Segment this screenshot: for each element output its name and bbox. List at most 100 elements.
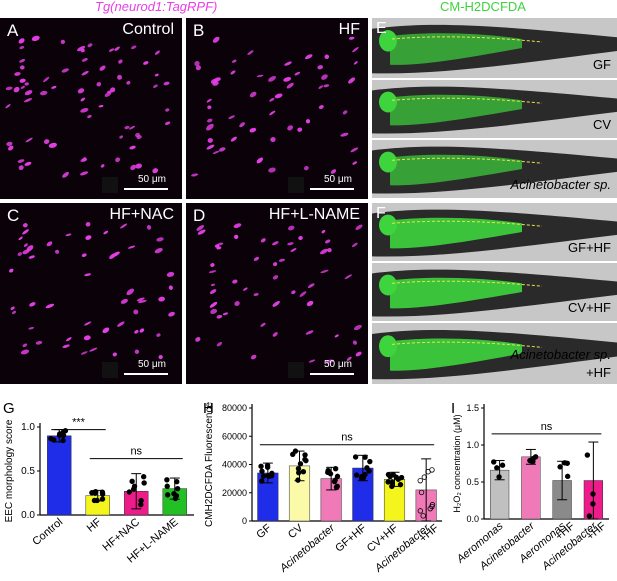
data-point	[130, 486, 137, 492]
header-cmh2dcfda: CM-H2DCFDA	[440, 0, 526, 14]
y-tick-label: 1.0	[21, 422, 35, 433]
data-point	[590, 501, 596, 507]
eec-cell	[232, 59, 237, 63]
eec-cell	[320, 269, 329, 274]
data-point	[334, 473, 341, 480]
eec-cell	[299, 291, 307, 297]
eec-cell	[348, 36, 355, 40]
eec-cell	[40, 90, 48, 96]
eec-cell	[305, 119, 311, 124]
eec-cell	[108, 48, 115, 52]
data-point	[421, 474, 428, 480]
eec-cell	[60, 39, 66, 44]
eec-cell	[23, 98, 33, 103]
eec-cell	[351, 242, 358, 248]
eec-cell	[207, 138, 213, 143]
eec-cell	[163, 81, 170, 86]
data-point	[360, 475, 366, 481]
eec-cell	[325, 239, 331, 244]
fish-f-acinetobacter-hf-drawing	[372, 329, 617, 380]
eec-cell	[19, 65, 25, 70]
eec-cell	[344, 274, 353, 280]
panel-i-letter: I	[451, 400, 456, 417]
eec-cell	[117, 321, 125, 327]
data-point	[527, 457, 533, 464]
fish-e-acinetobacter: Acinetobacter sp.	[372, 140, 617, 198]
data-point	[91, 497, 98, 504]
y-tick-label: 0.5	[21, 466, 35, 477]
eec-cell	[342, 110, 348, 115]
eec-cell	[77, 88, 85, 94]
eec-cell	[130, 164, 136, 171]
eec-cell	[10, 306, 15, 311]
eec-cell	[317, 65, 324, 70]
cells-b	[191, 36, 359, 177]
y-tick-label: 40000	[222, 460, 247, 470]
gut-outline	[391, 280, 543, 287]
eec-cell	[319, 248, 328, 255]
data-point	[264, 462, 271, 469]
eec-cell	[22, 223, 28, 228]
eec-cell	[291, 290, 296, 295]
eec-cell	[43, 139, 50, 145]
data-point	[129, 478, 135, 484]
fish-gut-fluorescence	[390, 217, 522, 249]
eec-cell	[216, 342, 223, 347]
panel-d-image: D HF+L-NAME 50 μm	[186, 203, 368, 384]
eec-cell	[306, 300, 314, 307]
eec-cell	[46, 241, 53, 247]
data-point	[164, 492, 171, 498]
data-point	[174, 479, 180, 485]
scale-label: 50 μm	[138, 174, 166, 185]
eec-cell	[82, 157, 87, 162]
eec-cell	[210, 263, 215, 267]
y-tick-label: 60000	[222, 431, 247, 441]
eec-cell	[87, 114, 92, 119]
fish-f-cvhf-drawing	[372, 269, 617, 317]
data-point	[172, 495, 179, 502]
data-point	[295, 477, 301, 483]
eec-cell	[18, 236, 23, 241]
eec-cell	[62, 171, 69, 178]
eec-cell	[286, 82, 294, 89]
eec-cell	[253, 293, 259, 297]
eec-cell	[115, 157, 121, 163]
eec-cell	[355, 351, 362, 357]
eec-cell	[239, 122, 245, 128]
panel-d-label: HF+L-NAME	[268, 206, 360, 223]
data-point	[325, 469, 331, 476]
eec-cell	[283, 76, 292, 82]
eec-cell	[133, 309, 139, 315]
eec-cell	[230, 136, 237, 142]
fish-head-fluorescence	[379, 214, 397, 236]
eec-cell	[20, 349, 30, 355]
eec-cell	[260, 238, 266, 243]
eec-cell	[130, 45, 137, 50]
eec-cell	[217, 242, 224, 246]
panel-b-label: HF	[338, 21, 360, 38]
eec-cell	[212, 36, 220, 43]
panel-a-label: Control	[122, 21, 174, 38]
eec-cell	[9, 268, 14, 273]
eec-cell	[23, 243, 28, 247]
data-point	[99, 489, 106, 495]
data-point	[164, 477, 170, 483]
eec-cell	[13, 86, 20, 93]
eec-cell	[29, 302, 36, 307]
eec-cell	[5, 104, 11, 109]
eec-cell	[31, 35, 40, 42]
data-point	[140, 474, 147, 480]
eec-cell	[209, 301, 218, 308]
eec-cell	[346, 356, 352, 361]
eec-cell	[290, 248, 297, 252]
eec-cell	[154, 50, 160, 55]
bar	[47, 435, 72, 516]
eec-cell	[269, 110, 276, 116]
eec-cell	[139, 328, 145, 333]
y-tick-label: 0	[242, 516, 247, 526]
y-tick-label: 1.0	[466, 440, 479, 450]
fish-e-cv-drawing	[372, 86, 617, 134]
eec-cell	[195, 65, 201, 71]
data-point	[557, 464, 563, 470]
